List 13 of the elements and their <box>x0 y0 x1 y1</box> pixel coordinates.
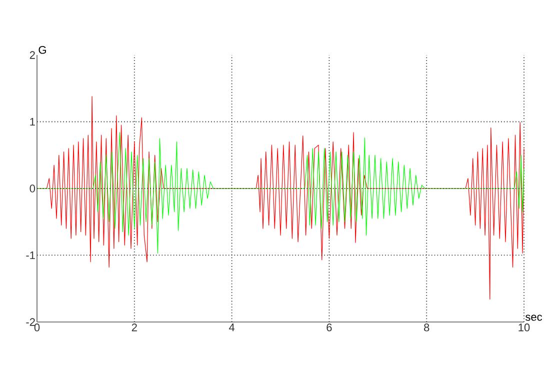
y-tick-label: 1 <box>30 118 35 126</box>
x-tick-label: 6 <box>326 324 332 332</box>
y-axis-title: G <box>38 46 46 54</box>
y-tick-label: 2 <box>30 51 35 59</box>
x-tick-label: 8 <box>424 324 430 332</box>
x-tick-label: 10 <box>518 324 530 332</box>
y-tick-label: -2 <box>26 318 35 326</box>
y-tick-label: -1 <box>26 251 35 260</box>
y-tick-label: 0 <box>30 184 36 192</box>
x-tick-label: 4 <box>228 324 235 332</box>
x-axis-title: sec <box>526 314 542 321</box>
line-series <box>36 132 524 254</box>
x-tick-label: 2 <box>132 324 137 332</box>
